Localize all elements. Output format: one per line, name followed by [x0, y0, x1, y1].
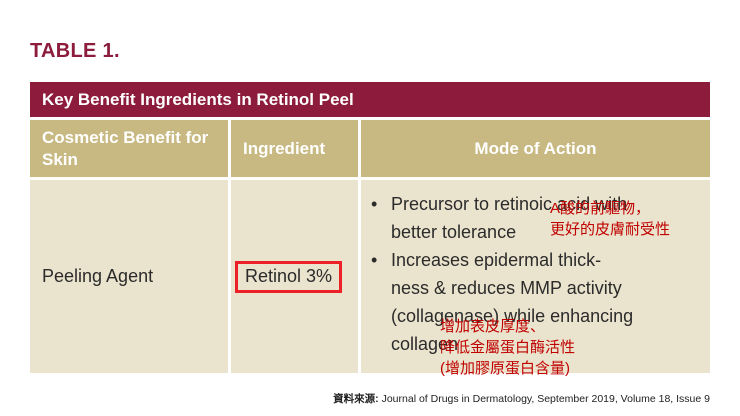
action-text-precursor: Precursor to retinoic acid with better t…	[391, 194, 628, 242]
column-header-ingredient: Ingredient	[231, 120, 358, 177]
benefit-table: Key Benefit Ingredients in Retinol Peel …	[30, 82, 710, 373]
list-item: • Precursor to retinoic acid with better…	[371, 190, 704, 246]
table-title: Key Benefit Ingredients in Retinol Peel	[30, 82, 710, 117]
bullet-icon: •	[371, 194, 378, 214]
source-prefix: 資料來源:	[333, 393, 379, 405]
cell-cosmetic-benefit: Peeling Agent	[30, 180, 228, 373]
cell-mode-of-action: • Precursor to retinoic acid with better…	[361, 180, 710, 373]
chinese-annotation-tolerance: A酸的前驅物， 更好的皮膚耐受性	[550, 200, 671, 238]
source-citation: 資料來源: Journal of Drugs in Dermatology, S…	[333, 391, 710, 406]
column-header-cosmetic-benefit: Cosmetic Benefit for Skin	[30, 120, 228, 177]
bullet-icon: •	[371, 250, 378, 270]
table-label: TABLE 1.	[30, 40, 120, 62]
action-text-epidermal: Increases epidermal thick- ness & reduce…	[391, 250, 634, 354]
benefit-value: Peeling Agent	[42, 266, 154, 286]
cell-ingredient: Retinol 3%	[231, 180, 358, 373]
list-item: • Increases epidermal thick- ness & redu…	[371, 246, 704, 358]
ingredient-highlight-box: Retinol 3%	[235, 260, 343, 293]
source-text: Journal of Drugs in Dermatology, Septemb…	[378, 393, 710, 405]
column-header-mode-of-action: Mode of Action	[361, 120, 710, 177]
chinese-annotation-collagen: 增加表皮厚度、 降低金屬蛋白酶活性 (增加膠原蛋白含量)	[440, 318, 576, 377]
